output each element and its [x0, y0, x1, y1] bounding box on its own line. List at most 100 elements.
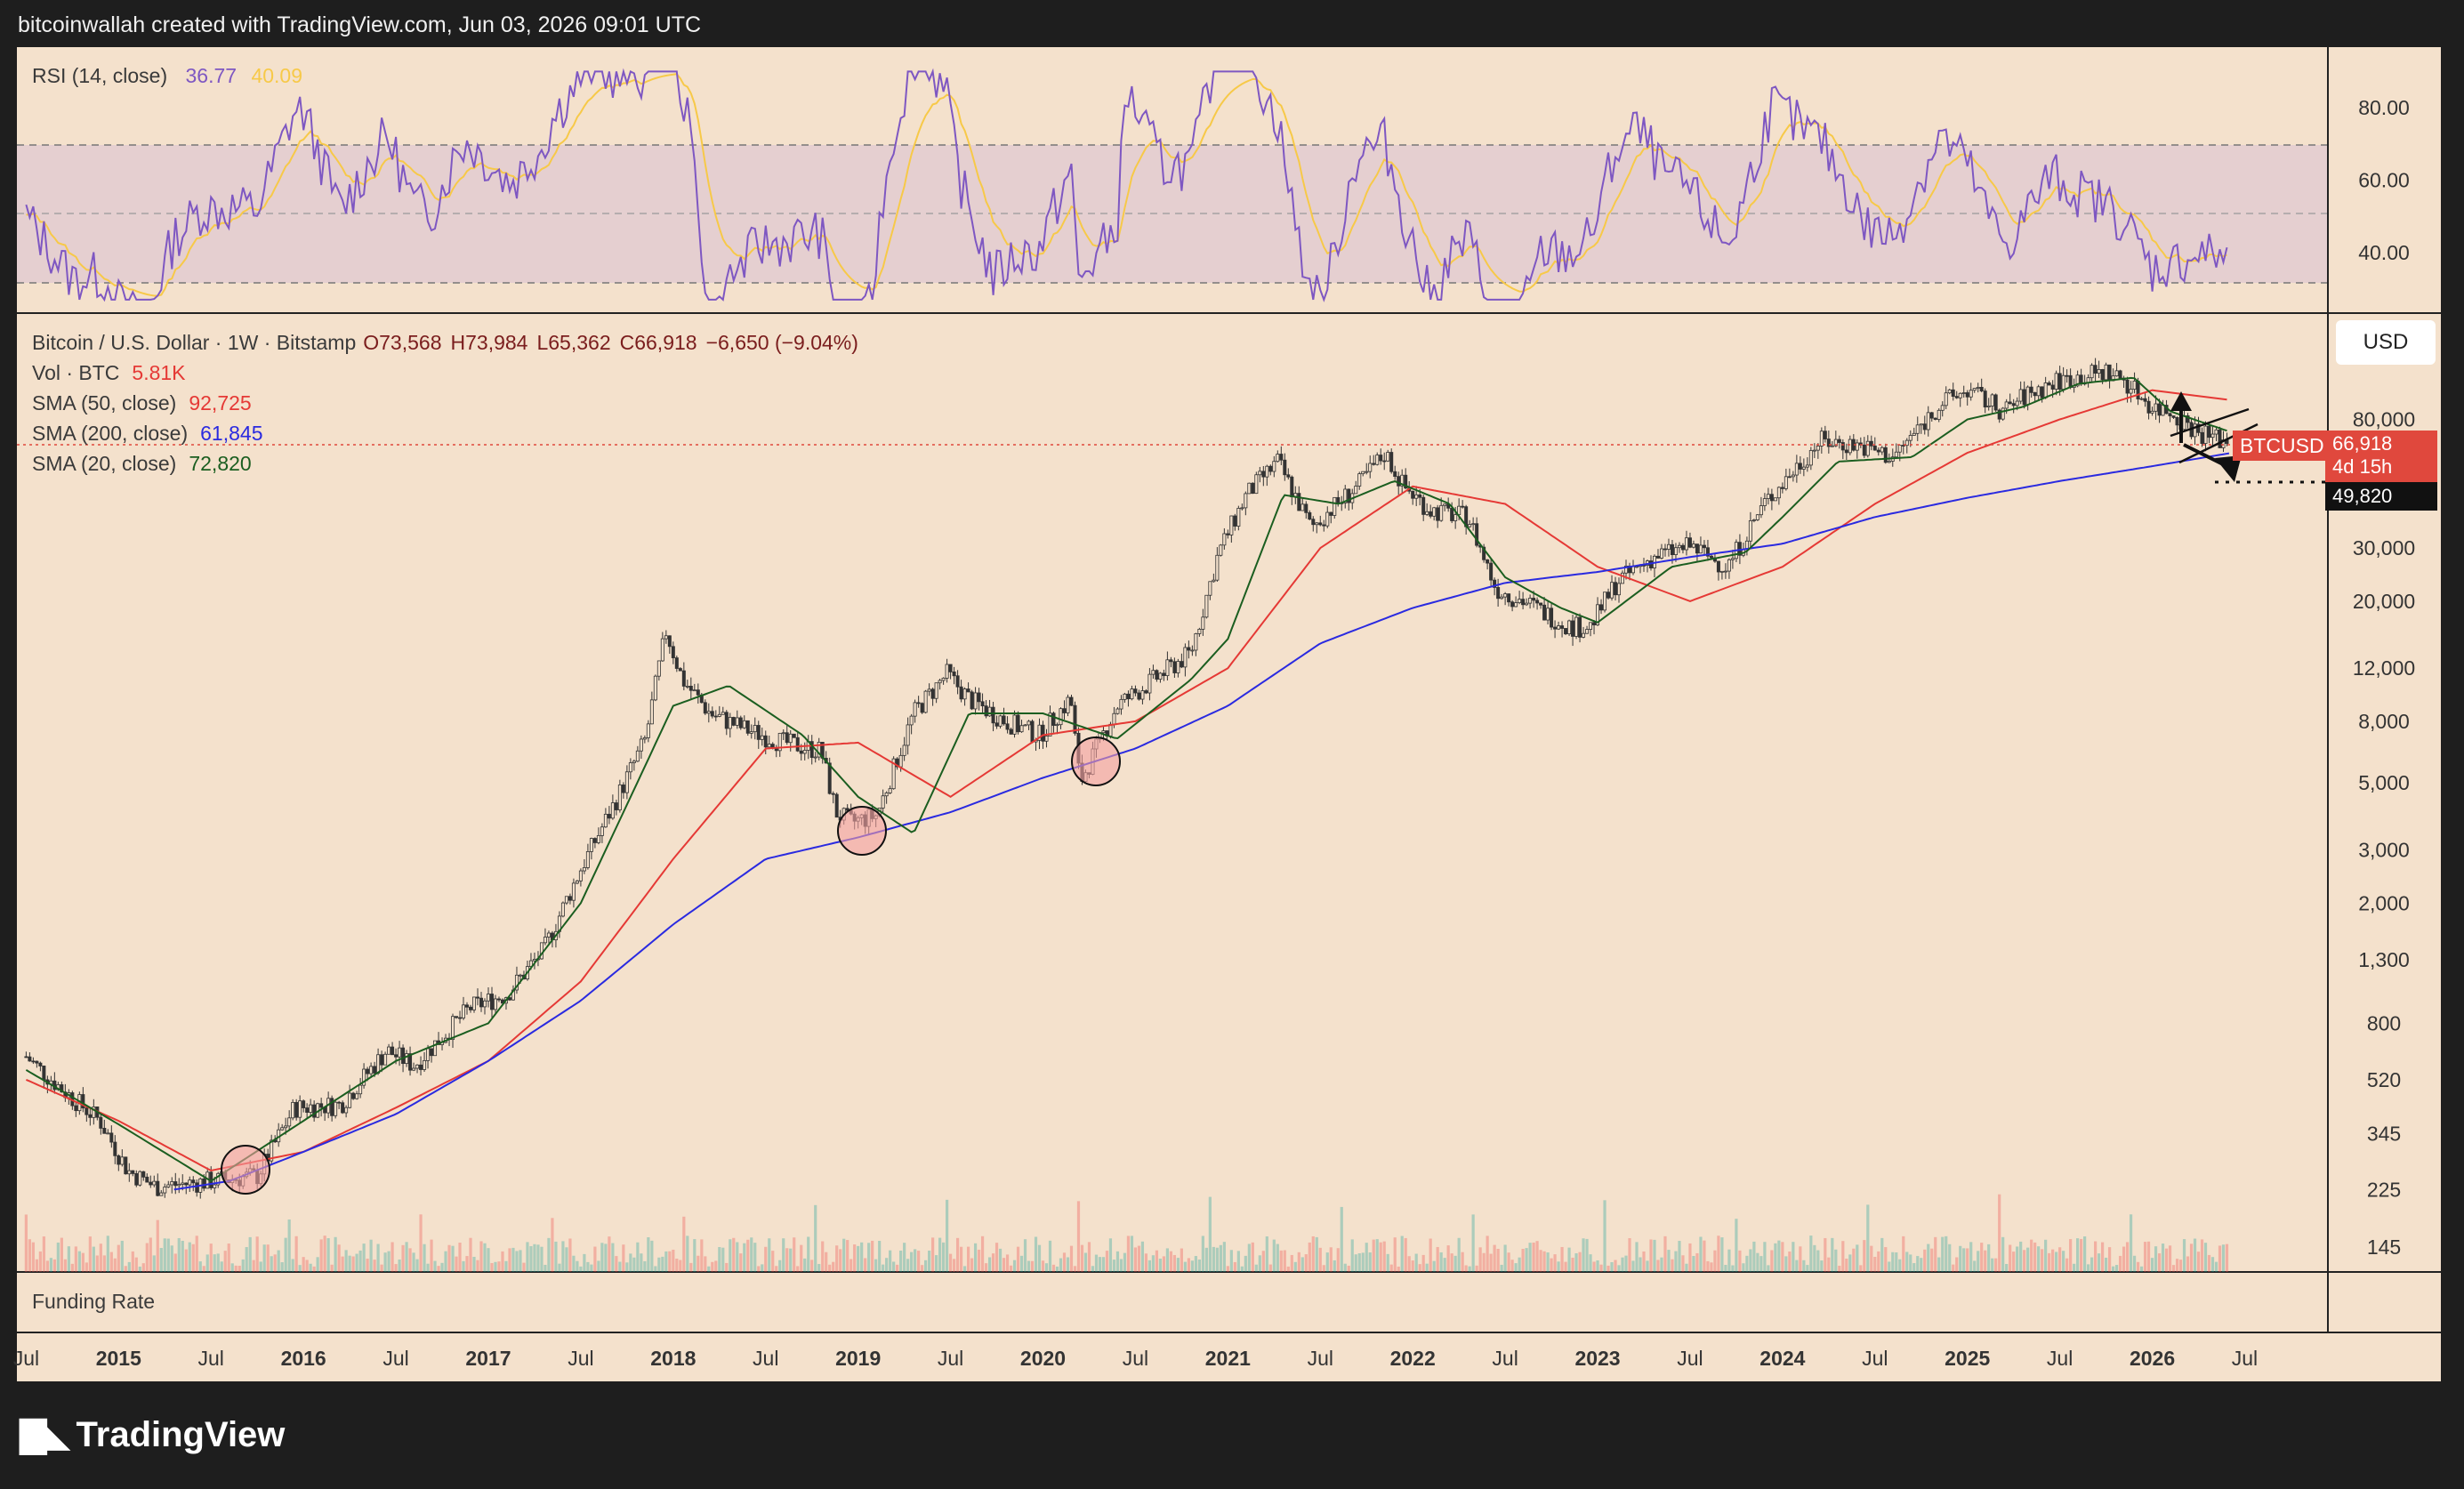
candle [170, 1177, 174, 1194]
candle [1439, 497, 1444, 522]
volume-bar [24, 1214, 28, 1272]
candle [731, 716, 736, 727]
candle [493, 994, 497, 1013]
candle [117, 1154, 121, 1171]
volume-bar [2083, 1236, 2087, 1272]
candle [1659, 543, 1663, 559]
volume-bar [1695, 1252, 1699, 1272]
candle [131, 1170, 135, 1177]
candle [1240, 503, 1244, 511]
candle [1343, 485, 1348, 509]
volume-bar [928, 1250, 931, 1272]
candle [1521, 592, 1526, 610]
volume-bar [1749, 1249, 1752, 1272]
volume-bar [245, 1247, 248, 1272]
candle [1954, 390, 1959, 399]
volume-bar [600, 1243, 604, 1272]
candle [1727, 558, 1731, 579]
candle [1687, 532, 1692, 549]
volume-bar [1258, 1255, 1261, 1272]
volume-bar [227, 1244, 230, 1272]
volume-bar [67, 1246, 70, 1272]
volume-bar [1767, 1265, 1770, 1272]
candle [1119, 695, 1123, 715]
currency-button[interactable]: USD [2336, 320, 2436, 365]
volume-bar [1991, 1258, 1994, 1272]
tradingview-logo[interactable]: ▇◣ TradingView [20, 1414, 285, 1455]
volume-bar [252, 1260, 255, 1272]
volume-bar [1037, 1244, 1042, 1272]
candle [149, 1175, 153, 1188]
price-tag-countdown: 4d 15h [2332, 455, 2393, 478]
candle [742, 715, 746, 729]
candle [621, 782, 625, 799]
candle [674, 656, 679, 672]
volume-bar [508, 1248, 511, 1272]
candle [2036, 384, 2041, 401]
candle [1617, 577, 1622, 603]
candle [2065, 369, 2069, 383]
volume-bar [1834, 1249, 1838, 1272]
candle [145, 1173, 149, 1183]
volume-bar [1162, 1256, 1166, 1272]
candle [216, 1171, 221, 1188]
candle [578, 868, 583, 887]
candle [1165, 651, 1170, 680]
volume-bar [1265, 1236, 1268, 1272]
volume-bar [1717, 1235, 1720, 1272]
volume-bar [1340, 1206, 1343, 1272]
candle [639, 735, 643, 760]
candle [1130, 685, 1134, 701]
volume-bar [1105, 1251, 1109, 1272]
volume-bar [1564, 1261, 1567, 1272]
y-tick-label: 20,000 [2353, 590, 2415, 613]
candle [451, 1013, 455, 1049]
volume-bar [1745, 1255, 1749, 1272]
candle [1464, 504, 1469, 535]
candle [1009, 728, 1013, 735]
volume-bar [63, 1259, 67, 1272]
volume-bar [1592, 1261, 1596, 1272]
candle [1844, 443, 1848, 461]
volume-bar [483, 1243, 487, 1272]
candle [1805, 457, 1809, 472]
candle [656, 660, 661, 681]
candle [1812, 443, 1816, 458]
candle [1123, 692, 1127, 704]
candle [987, 699, 992, 717]
volume-bar [1201, 1235, 1204, 1272]
volume-bar [980, 1235, 985, 1272]
target-tag: 49,820 [2325, 482, 2437, 511]
volume-bar [1333, 1260, 1336, 1272]
candle [2033, 391, 2037, 402]
volume-bar [1959, 1245, 1962, 1272]
volume-bar [860, 1242, 864, 1272]
volume-bar [1816, 1250, 1820, 1272]
volume-bar [472, 1256, 476, 1272]
symbol-tag: BTCUSD [2233, 431, 2325, 461]
candle [166, 1180, 171, 1188]
volume-bar [536, 1244, 540, 1272]
candle [980, 693, 985, 713]
volume-bar [433, 1260, 437, 1272]
volume-bar [664, 1251, 668, 1272]
candle [1794, 455, 1799, 483]
volume-bar [850, 1259, 853, 1272]
candle [1751, 519, 1756, 523]
volume-bar [383, 1252, 387, 1272]
volume-bar [1236, 1251, 1240, 1272]
candle [323, 1107, 327, 1122]
candle [398, 1041, 402, 1066]
volume-bar [440, 1262, 444, 1272]
candle [486, 987, 490, 1008]
candle [1993, 393, 1998, 412]
candle [632, 759, 636, 771]
candle [99, 1114, 103, 1135]
candle [45, 1075, 50, 1094]
candle [934, 682, 938, 704]
volume-bar [376, 1244, 380, 1272]
volume-bar [248, 1236, 252, 1272]
volume-bar [394, 1264, 398, 1272]
funding-rate-title: Funding Rate [32, 1290, 156, 1313]
